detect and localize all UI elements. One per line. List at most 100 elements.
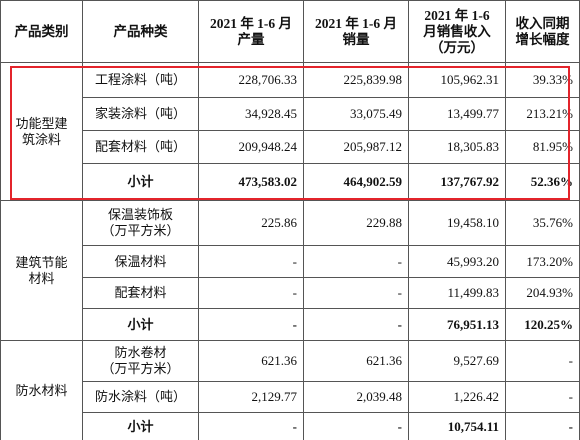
product-cell: 小计	[82, 163, 199, 201]
cell-line: 配套材料	[114, 285, 167, 300]
value-cell: 19,458.10	[408, 200, 506, 246]
value-cell: 33,075.49	[303, 97, 409, 131]
cell-line: 防水卷材	[114, 345, 167, 360]
data-row: 小计 - -10,754.11-	[1, 412, 580, 440]
data-row: 功能型建 筑涂料 工程涂料（吨） 228,706.33 225,839.98 105,96…	[0, 62, 580, 201]
cell-line: 配套材料（吨）	[94, 139, 186, 154]
product-cell: 小计	[82, 412, 199, 440]
cell-line: 2021 年 1-6	[424, 7, 490, 23]
cell-line: （万元）	[430, 39, 484, 55]
data-row: 小计 473,583.02 464,902.59 137,767.92 52.36%	[1, 163, 580, 201]
product-cell: 工程涂料（吨）	[82, 62, 199, 98]
product-cell: 小计	[82, 308, 199, 341]
value-cell: 2,039.48	[303, 381, 409, 413]
cell-line: 2021 年 1-6 月	[314, 15, 398, 31]
value-cell: 213.21%	[505, 97, 580, 131]
header-cell: 2021 年 1-6 月销售收入 （万元）	[408, 0, 506, 63]
value-cell: 81.95%	[505, 130, 580, 164]
value-cell: 52.36%	[505, 163, 580, 201]
category-cell: 建筑节能 材料	[0, 200, 83, 341]
value-cell: -	[505, 412, 580, 440]
data-row: 配套材料 - -11,499.83 204.93%	[1, 277, 580, 309]
product-cell: 配套材料	[82, 277, 199, 309]
cell-line: 家装涂料（吨）	[94, 106, 186, 121]
cell-line: 产品类别	[14, 23, 69, 39]
cell-line: 小计	[127, 418, 154, 434]
value-cell: 209,948.24	[198, 130, 304, 164]
value-cell: 13,499.77	[408, 97, 506, 131]
value-cell: -	[303, 277, 409, 309]
value-cell: 34,928.45	[198, 97, 304, 131]
value-cell: 228,706.33	[198, 62, 304, 98]
product-cell: 防水涂料（吨）	[82, 381, 199, 413]
data-row: 小计 - -76,951.13 120.25%	[1, 308, 580, 341]
value-cell: 11,499.83	[408, 277, 506, 309]
cell-line: 增长幅度	[515, 31, 570, 47]
cell-line: 2021 年 1-6 月	[209, 15, 293, 31]
value-cell: 473,583.02	[198, 163, 304, 201]
header-cell: 2021 年 1-6 月销量	[303, 0, 409, 63]
value-cell: 225,839.98	[303, 62, 409, 98]
cell-line: 工程涂料（吨）	[94, 72, 186, 87]
header-cell: 产品类别	[0, 0, 83, 63]
value-cell: -	[198, 308, 304, 341]
value-cell: 39.33%	[505, 62, 580, 98]
category-cell: 功能型建 筑涂料	[0, 62, 83, 201]
value-cell: 2,129.77	[198, 381, 304, 413]
cell-line: 筑涂料	[21, 131, 61, 147]
product-cell: 配套材料（吨）	[82, 130, 199, 164]
value-cell: -	[303, 308, 409, 341]
cell-line: （万平方米）	[101, 361, 180, 376]
value-cell: 205,987.12	[303, 130, 409, 164]
cell-line: 产量	[237, 31, 265, 47]
value-cell: -	[198, 277, 304, 309]
cell-line: （万平方米）	[101, 223, 180, 238]
value-cell: 35.76%	[505, 200, 580, 246]
cell-line: 产品种类	[113, 23, 168, 39]
cell-line: 建筑节能	[15, 254, 68, 270]
value-cell: 229.88	[303, 200, 409, 246]
product-cell: 保温装饰板 （万平方米）	[82, 200, 199, 246]
category-cell: 防水材料	[0, 340, 83, 440]
cell-line: 功能型建	[15, 115, 68, 131]
value-cell: 105,962.31	[408, 62, 506, 98]
value-cell: 10,754.11	[408, 412, 506, 440]
data-row: 保温材料 - -45,993.20 173.20%	[1, 245, 580, 278]
product-cell: 保温材料	[82, 245, 199, 278]
cell-line: 收入同期	[515, 15, 570, 31]
header-row: 产品类别 产品种类 2021 年 1-6 月产量 2021 年 1-6 月销量 2021…	[0, 0, 580, 63]
value-cell: 137,767.92	[408, 163, 506, 201]
cell-line: 小计	[127, 174, 154, 189]
cell-line: 材料	[28, 270, 55, 286]
header-cell: 产品种类	[82, 0, 199, 63]
header-cell: 2021 年 1-6 月产量	[198, 0, 304, 63]
value-cell: -	[303, 245, 409, 278]
data-row: 防水涂料（吨） 2,129.77 2,039.48 1,226.42-	[1, 381, 580, 413]
value-cell: 1,226.42	[408, 381, 506, 413]
data-row: 家装涂料（吨） 34,928.45 33,075.49 13,499.77 213.21…	[1, 97, 580, 131]
value-cell: -	[505, 340, 580, 382]
value-cell: 204.93%	[505, 277, 580, 309]
product-cell: 防水卷材 （万平方米）	[82, 340, 199, 382]
cell-line: 销量	[342, 31, 370, 47]
cell-line: 保温装饰板	[107, 207, 173, 222]
value-cell: 621.36	[198, 340, 304, 382]
value-cell: 9,527.69	[408, 340, 506, 382]
product-cell: 家装涂料（吨）	[82, 97, 199, 131]
value-cell: 621.36	[303, 340, 409, 382]
value-cell: -	[198, 245, 304, 278]
value-cell: -	[198, 412, 304, 440]
value-cell: 225.86	[198, 200, 304, 246]
value-cell: 76,951.13	[408, 308, 506, 341]
data-row: 建筑节能 材料 保温装饰板 （万平方米） 225.86 229.88 19,458.10 35…	[0, 200, 580, 341]
cell-line: 月销售收入	[423, 23, 491, 39]
value-cell: 120.25%	[505, 308, 580, 341]
data-row: 防水材料 防水卷材 （万平方米） 621.36 621.36 9,527.69-	[0, 340, 580, 440]
value-cell: 173.20%	[505, 245, 580, 278]
header-cell: 收入同期 增长幅度	[505, 0, 580, 63]
cell-line: 小计	[127, 316, 154, 332]
data-row: 配套材料（吨） 209,948.24 205,987.12 18,305.83 81.9…	[1, 130, 580, 164]
value-cell: -	[505, 381, 580, 413]
